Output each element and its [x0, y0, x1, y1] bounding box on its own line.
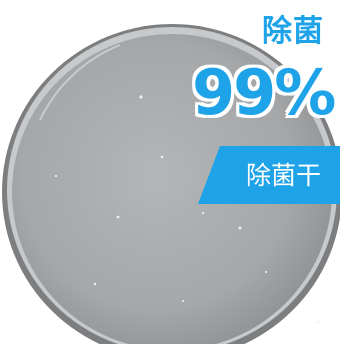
headline-text: 除菌: [262, 14, 324, 49]
banner-shape: [198, 146, 340, 204]
dish-reflection: [39, 44, 121, 121]
agar-surface: [12, 34, 332, 344]
banner-text: 除菌干: [246, 161, 322, 190]
bacteria-colonies: [54, 95, 320, 324]
percentage-text: 99%: [192, 56, 336, 129]
